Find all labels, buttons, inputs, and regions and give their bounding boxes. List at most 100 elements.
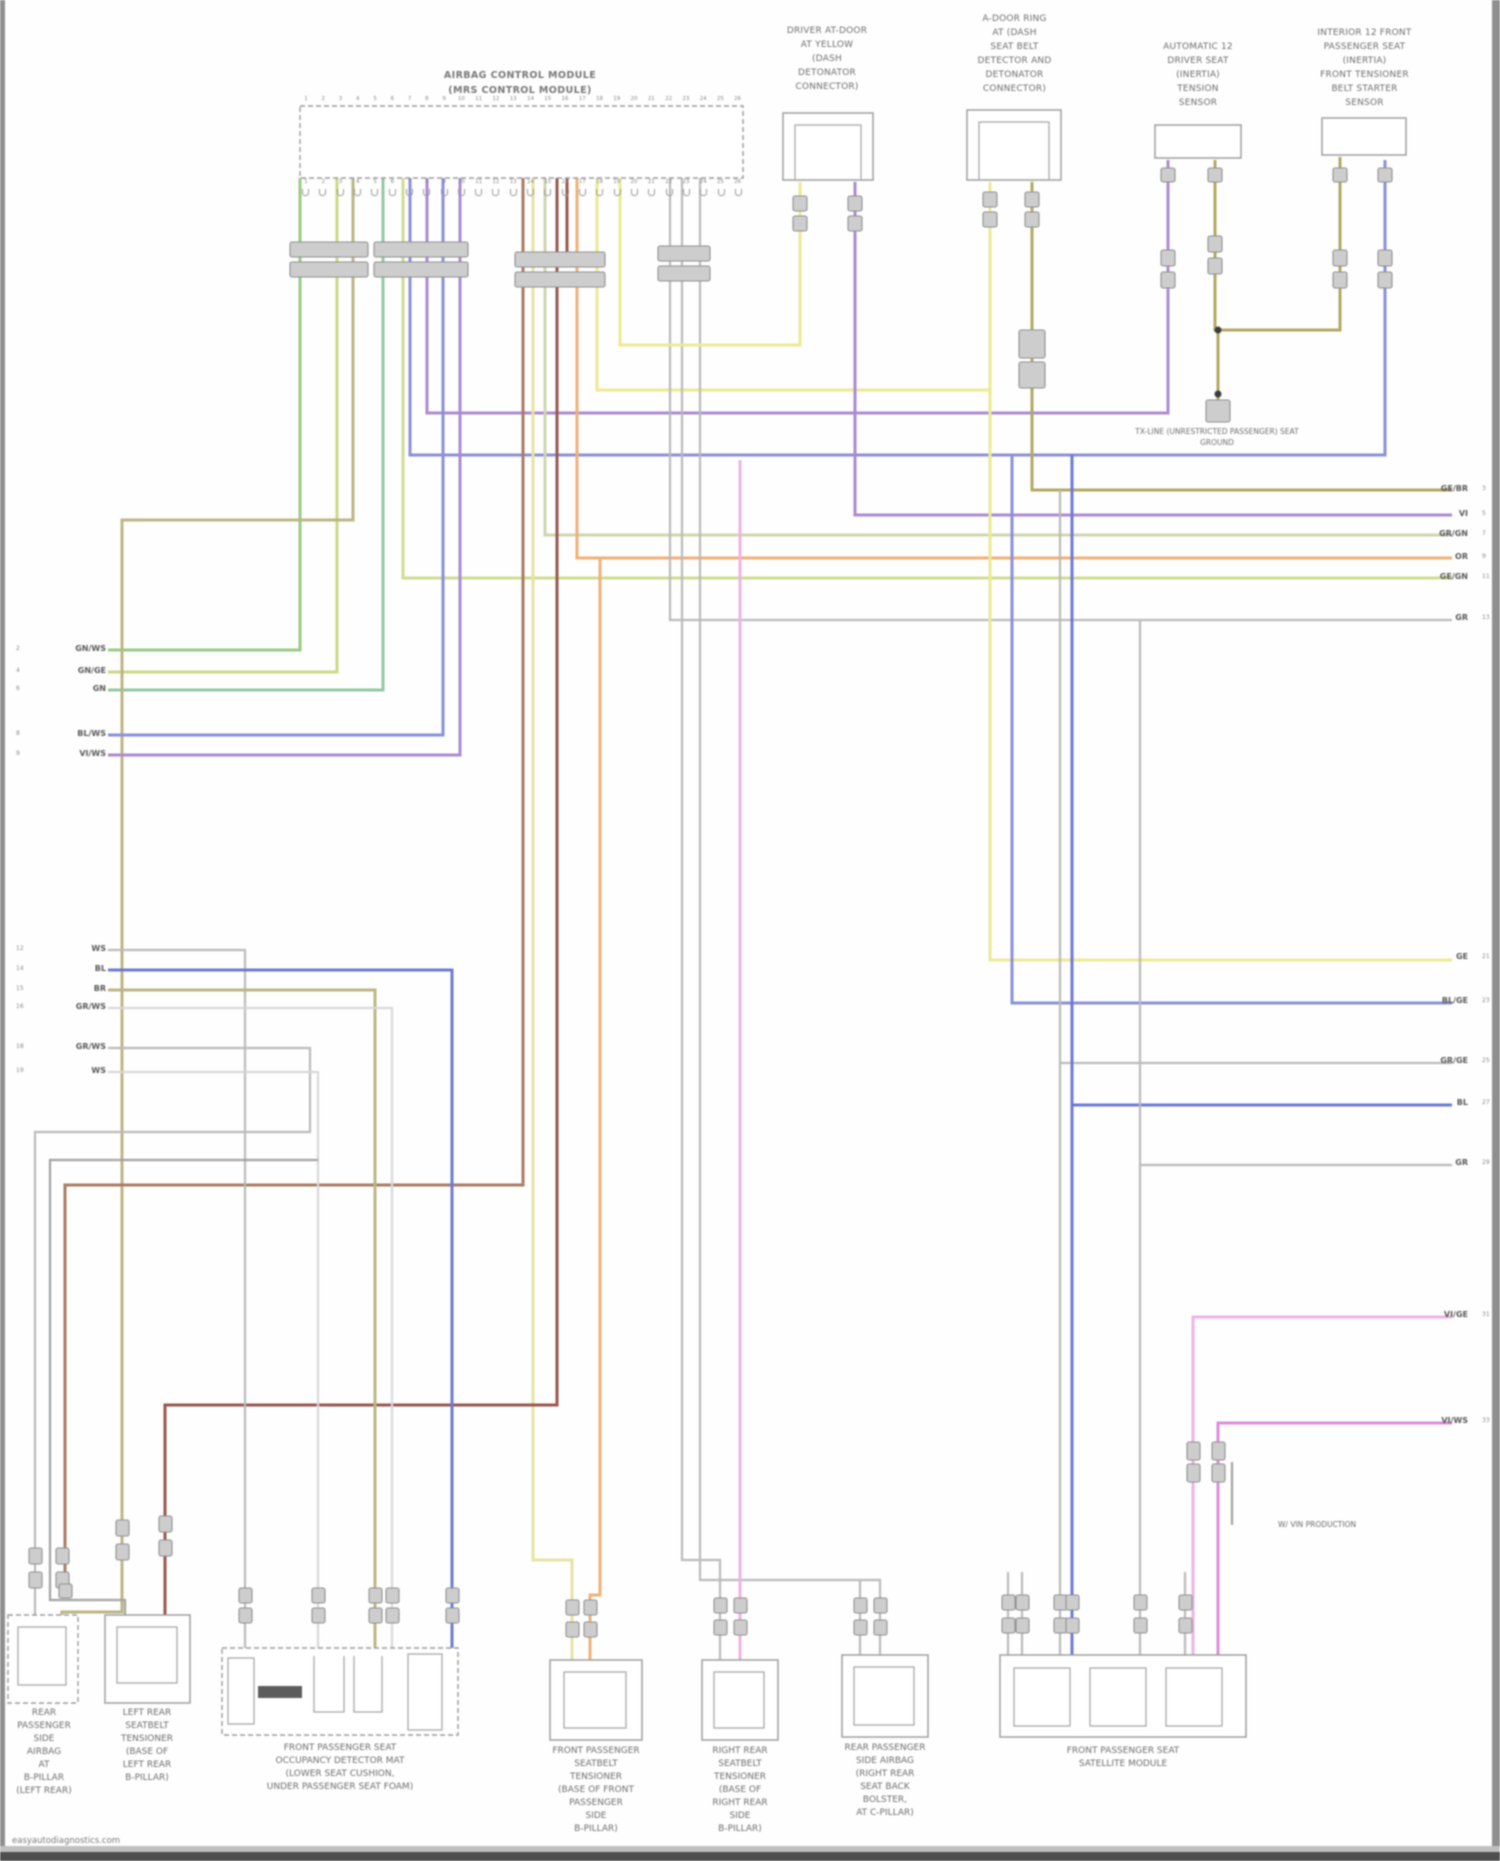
pin-number: 25 — [716, 96, 724, 102]
module-pin-numbers-bottom: 1 2 3 4 5 6 7 8 9 10 11 12 13 14 15 16 17 18 19 20 21 22 23 24 2… — [302, 179, 742, 185]
wire-code-label: BL/GE — [1441, 996, 1468, 1005]
pin-number: 14 — [16, 965, 24, 972]
pin-socket-icon — [613, 189, 621, 196]
pin-number: 25 — [716, 179, 724, 185]
pin-number: 29 — [1482, 1159, 1490, 1166]
pin-number: 26 — [734, 179, 742, 185]
pin-socket-icon — [648, 189, 656, 196]
pin-number: 23 — [682, 96, 690, 102]
bottom-component-3-box — [221, 1647, 459, 1736]
pin-number: 13 — [509, 179, 517, 185]
pin-number: 6 — [390, 179, 395, 185]
pin-number: 15 — [544, 96, 552, 102]
pin-socket-icon — [353, 189, 361, 196]
wire-bundle-left-lower — [33, 948, 454, 1660]
pin-socket-icon — [405, 189, 413, 196]
pin-number: 7 — [1482, 530, 1486, 537]
top-component-4-label: INTERIOR 12 FRONT PASSENGER SEAT (INERTIA… — [1317, 28, 1412, 108]
wire-code-label: GR/WS — [75, 1002, 106, 1011]
bottom-component-3-bar — [258, 1686, 302, 1698]
component-boxes — [7, 105, 1407, 1741]
pin-number: 31 — [1482, 1311, 1490, 1318]
bottom-component-1-label: REAR PASSENGER SIDE AIRBAG AT B-PILLAR (LEF… — [16, 1708, 72, 1796]
wire-code-label: BL — [94, 964, 106, 973]
module-pin-numbers-top: 1 2 3 4 5 6 7 8 9 10 11 12 13 14 15 16 17 18 19 20 21 22 23 24 2… — [302, 96, 742, 102]
pin-number: 19 — [613, 96, 621, 102]
module-title-line2: (MRS CONTROL MODULE) — [448, 85, 592, 96]
pin-number: 17 — [578, 96, 586, 102]
pin-number: 9 — [442, 96, 446, 102]
wire-code-label: VI/GE — [1443, 1310, 1468, 1319]
pin-socket-icon — [734, 189, 742, 196]
bottom-component-4-box — [549, 1659, 643, 1741]
pin-number: 15 — [16, 985, 24, 992]
pin-socket-icon — [319, 189, 327, 196]
pin-number: 27 — [1482, 1099, 1490, 1106]
pin-number: 23 — [1482, 997, 1490, 1004]
pin-number: 9 — [1482, 553, 1486, 560]
pin-number: 6 — [390, 96, 395, 102]
pin-number: 9 — [16, 750, 20, 757]
bottom-component-5-label: RIGHT REAR SEATBELT TENSIONER (BASE OF RIG… — [712, 1746, 768, 1834]
pin-number: 18 — [596, 96, 604, 102]
pin-number: 7 — [407, 96, 412, 102]
wire-code-label: VI/WS — [79, 749, 106, 758]
pin-number: 2 — [321, 96, 326, 102]
pin-number: 14 — [526, 96, 534, 102]
pin-number: 13 — [1482, 614, 1490, 621]
pin-number: 21 — [647, 96, 655, 102]
wire-code-label: VI/WS — [1441, 1416, 1468, 1425]
pin-number: 21 — [1482, 953, 1490, 960]
bottom-component-5-box — [701, 1659, 779, 1741]
bottom-component-6-label: REAR PASSENGER SIDE AIRBAG (RIGHT REAR SEA… — [844, 1743, 926, 1818]
top-component-1-box — [782, 112, 874, 181]
wire-code-label: VI — [1458, 509, 1468, 518]
pin-number: 12 — [492, 96, 500, 102]
wire-code-label: GN/WS — [75, 644, 106, 653]
wire-code-label: GR/GN — [1439, 529, 1468, 538]
pin-number: 33 — [1482, 1417, 1490, 1424]
pin-number: 13 — [509, 96, 517, 102]
top-component-3-box — [1154, 124, 1242, 159]
pin-socket-icon — [682, 189, 690, 196]
wire-code-label: GR — [1455, 1158, 1468, 1167]
bottom-component-7-box — [999, 1654, 1247, 1738]
pin-number: 15 — [544, 179, 552, 185]
pin-number: 11 — [475, 179, 483, 185]
pin-number: 22 — [665, 179, 673, 185]
wire-code-label: BL — [1456, 1098, 1468, 1107]
bottom-component-3-label: FRONT PASSENGER SEAT OCCUPANCY DETECTOR M… — [266, 1743, 414, 1792]
watermark: easyautodiagnostics.com — [12, 1836, 121, 1846]
pin-number: 16 — [16, 1003, 24, 1010]
module-pin-sockets — [302, 189, 742, 196]
top-component-3-label: AUTOMATIC 12 DRIVER SEAT (INERTIA) TENSION… — [1163, 42, 1233, 108]
pin-number: 1 — [304, 179, 308, 185]
pin-socket-icon — [440, 189, 448, 196]
pin-number: 21 — [647, 179, 655, 185]
wire-bundle-tan-brown-orange — [63, 178, 1452, 1672]
pin-number: 16 — [561, 96, 569, 102]
wire-code-label: BL/WS — [77, 729, 106, 738]
pin-socket-icon — [561, 189, 569, 196]
top-component-2-label: A-DOOR RING AT (DASH SEAT BELT DETECTOR AN… — [977, 14, 1052, 94]
pin-number: 2 — [321, 179, 326, 185]
pin-socket-icon — [302, 189, 309, 196]
pin-number: 14 — [526, 179, 534, 185]
pin-number: 11 — [1482, 573, 1490, 580]
top-component-1-label: DRIVER AT-DOOR AT YELLOW (DASH DETONATOR C… — [786, 26, 868, 92]
bottom-component-2-label: LEFT REAR SEATBELT TENSIONER (BASE OF LEFT… — [120, 1708, 174, 1783]
pin-number: 19 — [16, 1067, 24, 1074]
top-component-2-box — [966, 109, 1062, 181]
pin-number: 24 — [699, 179, 707, 185]
bottom-component-2-box — [104, 1614, 191, 1704]
vin-production-note: W/ VIN PRODUCTION — [1278, 1520, 1357, 1529]
pin-number: 4 — [356, 179, 360, 185]
pin-socket-icon — [371, 189, 379, 196]
pin-number: 3 — [1482, 485, 1486, 492]
module-title-line1: AIRBAG CONTROL MODULE — [443, 70, 597, 81]
splice-dots — [1214, 326, 1222, 398]
pin-socket-icon — [665, 189, 673, 196]
pin-number: 10 — [457, 179, 465, 185]
